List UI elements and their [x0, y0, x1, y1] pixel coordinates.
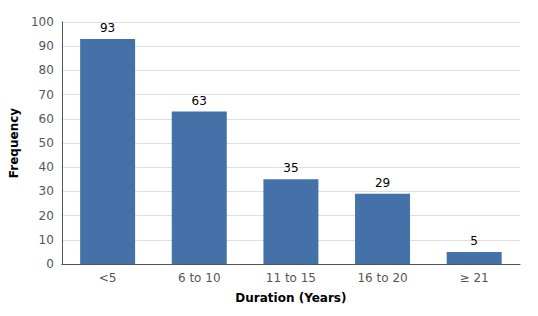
svg-text:100: 100 — [31, 15, 54, 29]
svg-text:Frequency: Frequency — [7, 108, 21, 178]
svg-text:5: 5 — [470, 234, 478, 248]
svg-text:29: 29 — [375, 176, 390, 190]
svg-text:Duration (Years): Duration (Years) — [235, 291, 346, 305]
svg-text:≥ 21: ≥ 21 — [460, 271, 489, 285]
svg-text:93: 93 — [100, 21, 115, 35]
svg-text:0: 0 — [46, 257, 54, 271]
svg-text:35: 35 — [283, 161, 298, 175]
svg-text:11 to 15: 11 to 15 — [266, 271, 316, 285]
svg-text:50: 50 — [39, 136, 54, 150]
svg-text:10: 10 — [39, 233, 54, 247]
svg-text:6 to 10: 6 to 10 — [178, 271, 221, 285]
svg-text:30: 30 — [39, 184, 54, 198]
svg-text:80: 80 — [39, 63, 54, 77]
svg-text:63: 63 — [192, 94, 207, 108]
svg-text:90: 90 — [39, 39, 54, 53]
svg-text:70: 70 — [39, 88, 54, 102]
svg-text:40: 40 — [39, 160, 54, 174]
svg-text:<5: <5 — [99, 271, 117, 285]
svg-text:60: 60 — [39, 112, 54, 126]
svg-text:16 to 20: 16 to 20 — [357, 271, 407, 285]
svg-text:20: 20 — [39, 209, 54, 223]
